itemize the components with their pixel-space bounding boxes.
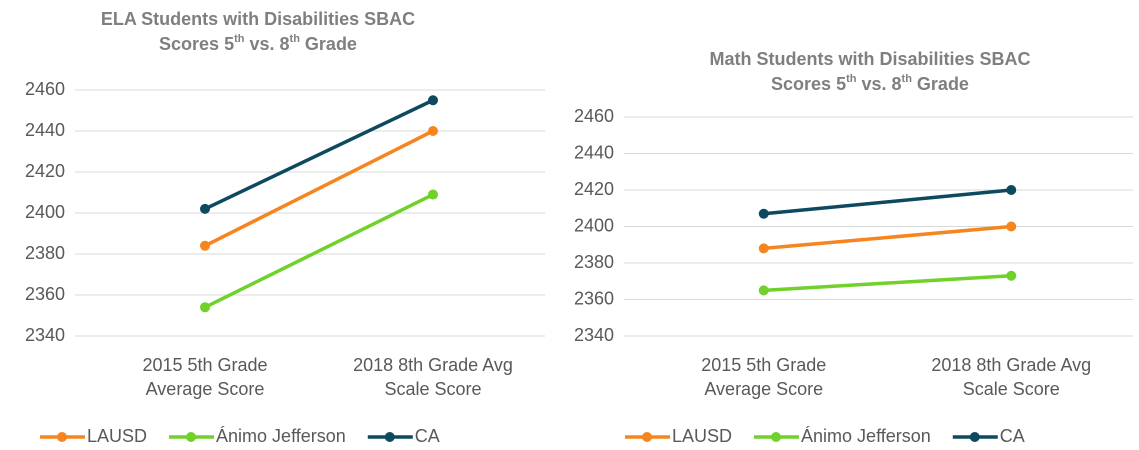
y-tick-label: 2340 [574,325,614,345]
y-tick-label: 2400 [574,215,614,235]
point [200,302,210,313]
point [1006,185,1017,195]
point [428,126,438,136]
series-line [204,98,434,211]
point [200,203,210,214]
y-tick-label: 2440 [25,120,65,140]
point [428,95,438,106]
chart-title: Scores 5th​ vs. 8th​ Grade [159,33,357,54]
y-tick-label: 2360 [574,288,614,308]
legend-label: Ánimo Jefferson [216,426,346,446]
y-tick-label: 2440 [574,142,614,162]
y-tick-label: 2460 [574,106,614,126]
x-tick-label: 2018 8th Grade Avg Scale Score [353,355,513,399]
series-line [763,274,1012,293]
point [200,240,210,251]
x-tick-label: 2015 5th Grade Average Score [142,355,267,399]
point [1006,221,1017,232]
y-tick-label: 2380 [574,252,614,272]
series-line [763,188,1012,216]
y-tick-label: 2360 [25,284,65,304]
point [758,243,769,254]
chart-title: Math Students with Disabilities SBAC [709,49,1030,69]
y-tick-label: 2460 [25,79,65,99]
chart-title: Scores 5th​ vs. 8th​ Grade [771,73,969,94]
legend-dot [642,432,652,442]
y-tick-label: 2400 [25,202,65,222]
legend-dot [57,432,67,442]
x-tick-label: 2015 5th Grade Average Score [701,355,826,399]
series-line [204,129,434,248]
point [428,189,438,200]
point [1006,270,1017,281]
point [758,208,769,219]
legend-dot [384,432,395,442]
legend-label: CA [415,426,440,446]
point [758,285,769,296]
legend-label: LAUSD [87,426,147,446]
legend-label: CA [1000,426,1025,446]
x-tick-label: 2018 8th Grade Avg Scale Score [931,355,1091,399]
series-line [204,192,434,309]
y-tick-label: 2340 [25,325,65,345]
y-tick-label: 2420 [574,179,614,199]
legend-dot [771,432,782,442]
y-tick-label: 2420 [25,161,65,181]
legend-dot [186,432,197,442]
series-line [763,224,1012,251]
legend-label: LAUSD [672,426,732,446]
legend-dot [969,432,980,442]
legend-label: Ánimo Jefferson [801,426,931,446]
chart-title: ELA Students with Disabilities SBAC [101,9,415,29]
y-tick-label: 2380 [25,243,65,263]
